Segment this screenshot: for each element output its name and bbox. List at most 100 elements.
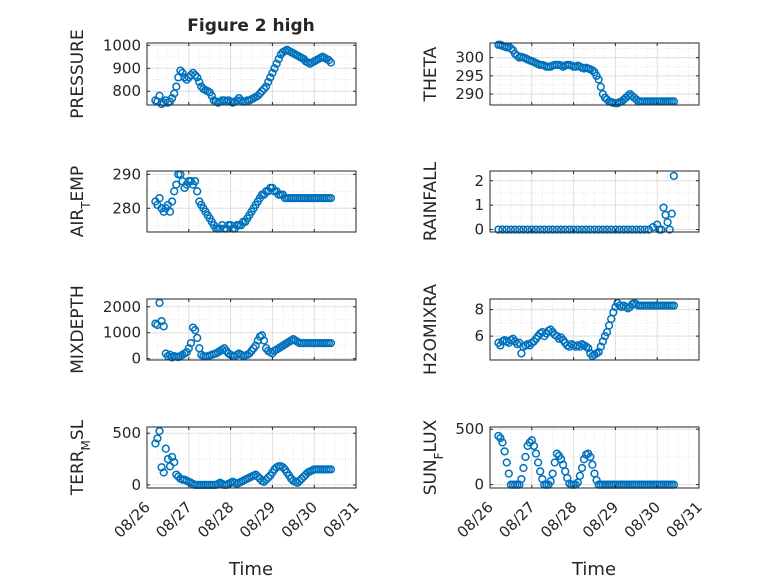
data-point	[253, 91, 262, 100]
data-point	[556, 225, 566, 234]
data-point	[548, 225, 557, 234]
x-tick-label: 08/26	[454, 498, 497, 541]
data-point	[519, 463, 528, 473]
data-point	[272, 59, 281, 68]
data-point	[546, 477, 555, 486]
data-point	[172, 180, 181, 189]
data-point	[297, 474, 306, 483]
data-point	[195, 77, 204, 87]
y-tick-label: 0	[131, 350, 141, 368]
y-tick-label: 1000	[103, 324, 141, 342]
data-point	[510, 225, 520, 234]
data-point	[588, 66, 597, 75]
data-point	[165, 207, 175, 216]
data-point	[257, 87, 267, 96]
y-tick-label: 2000	[103, 298, 141, 316]
data-point	[519, 225, 528, 234]
y-tick-label: 295	[455, 67, 484, 85]
data-point	[615, 225, 624, 234]
data-point	[153, 434, 162, 443]
data-point	[611, 225, 620, 234]
data-point	[184, 344, 193, 353]
data-point	[565, 225, 574, 234]
data-point	[176, 66, 185, 75]
data-point	[548, 469, 557, 478]
data-point	[155, 193, 164, 203]
data-point	[172, 470, 181, 479]
data-point	[278, 463, 288, 472]
data-point	[561, 225, 570, 234]
data-point	[498, 225, 507, 234]
data-point	[653, 220, 662, 229]
data-point	[657, 225, 666, 234]
data-point	[592, 476, 601, 485]
data-point	[261, 475, 271, 484]
subplot-mixdepth: 0 1000 2000 MIXDEPTH	[68, 285, 357, 374]
axes-box	[489, 170, 700, 233]
x-tick-label: 08/27	[495, 498, 538, 541]
x-tick-label: 08/30	[621, 498, 664, 541]
data-point	[257, 331, 267, 340]
axes-box	[146, 426, 357, 489]
data-point	[494, 225, 503, 234]
data-point	[253, 472, 262, 481]
data-point	[521, 452, 530, 462]
data-point	[544, 225, 553, 234]
data-point	[581, 225, 591, 234]
y-tick-label: 1	[474, 196, 484, 214]
data-point	[500, 447, 509, 456]
data-point	[659, 203, 668, 212]
data-point	[299, 472, 308, 481]
data-point	[251, 470, 260, 479]
data-point	[259, 84, 269, 94]
data-point	[623, 225, 633, 234]
axes-box	[489, 298, 700, 361]
data-point	[569, 225, 578, 234]
data-point	[602, 225, 612, 234]
data-point	[326, 58, 336, 67]
data-point	[151, 439, 160, 448]
axes-box	[146, 170, 357, 233]
data-point	[573, 225, 582, 234]
x-tick-label: 08/28	[537, 498, 580, 541]
axes-box	[146, 298, 357, 361]
data-point	[498, 438, 507, 447]
data-point	[157, 316, 166, 326]
subplot-h2omixra: 6 8 H2OMIXRA	[421, 284, 700, 375]
y-tick-label: 500	[112, 424, 141, 442]
data-point	[552, 225, 562, 234]
y-tick-label: 0	[131, 476, 141, 494]
axes-box	[489, 426, 700, 489]
data-point	[172, 82, 181, 91]
data-point	[523, 225, 532, 234]
y-tick-label: 800	[112, 82, 141, 100]
data-point	[190, 177, 200, 186]
x-tick-label: 08/30	[278, 498, 321, 541]
data-point	[496, 433, 505, 443]
x-tick-label: 08/28	[194, 498, 237, 541]
data-point	[268, 68, 277, 78]
data-point	[167, 452, 177, 462]
data-point	[255, 89, 265, 98]
data-point	[326, 338, 336, 348]
data-point	[550, 458, 559, 467]
data-point	[531, 449, 541, 458]
y-tick-label: 0	[474, 476, 484, 494]
data-point	[594, 225, 603, 234]
data-point	[502, 225, 511, 234]
data-point	[644, 225, 653, 234]
data-point	[157, 463, 166, 472]
data-point	[295, 476, 304, 485]
data-point	[594, 75, 603, 84]
subplot-air-temp: 280 290 AIRTEMP	[68, 165, 357, 237]
data-point	[163, 454, 173, 464]
data-point	[182, 75, 191, 84]
data-point	[264, 77, 273, 87]
y-tick-label: 500	[455, 420, 484, 438]
y-axis-label: RAINFALL	[421, 161, 441, 241]
x-tick-label: 08/26	[111, 498, 154, 541]
data-point	[575, 471, 585, 480]
